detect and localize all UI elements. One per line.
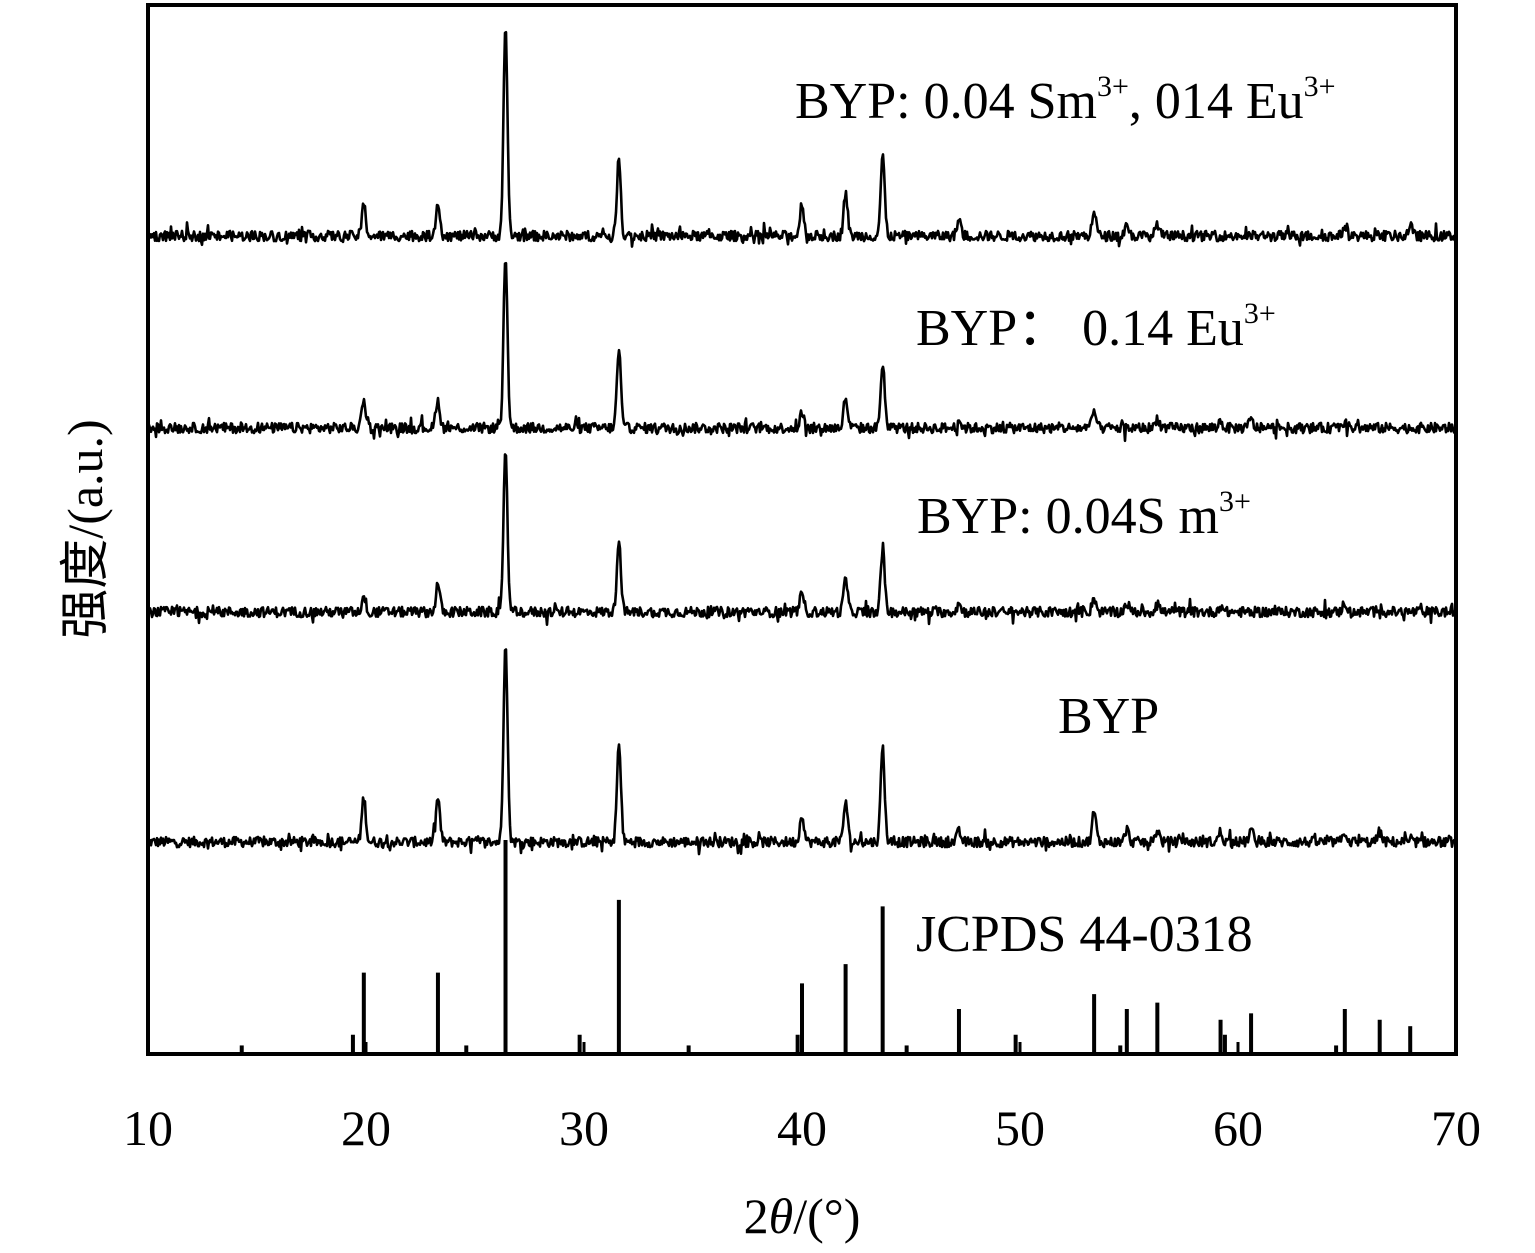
- x-tick-label: 70: [1431, 1100, 1481, 1156]
- plot-frame: [146, 3, 1458, 1056]
- x-axis-title: 2θ/(°): [744, 1188, 861, 1244]
- x-tick-label: 50: [995, 1100, 1045, 1156]
- x-tick-label: 30: [559, 1100, 609, 1156]
- xrd-traces: [146, 30, 1458, 856]
- series-label-eu: BYP： 0.14 Eu3+: [916, 297, 1276, 357]
- series-label-sm-eu: BYP: 0.04 Sm3+, 014 Eu3+: [795, 70, 1336, 130]
- xrd-trace-sm-eu: [146, 30, 1458, 248]
- x-tick-label: 60: [1213, 1100, 1263, 1156]
- x-tick-label: 40: [777, 1100, 827, 1156]
- reference-label: JCPDS 44-0318: [916, 906, 1253, 963]
- y-axis-title: 强度/(a.u.): [57, 419, 113, 638]
- xrd-trace-byp: [147, 648, 1458, 856]
- series-label-byp: BYP: [1058, 688, 1159, 745]
- x-tick-label: 20: [341, 1100, 391, 1156]
- x-axis-ticks: 10 20 30 40 50 60 70: [123, 1042, 1481, 1156]
- series-label-sm: BYP: 0.04S m3+: [917, 485, 1251, 545]
- xrd-trace-eu: [146, 261, 1458, 443]
- xrd-trace-sm: [146, 453, 1458, 626]
- x-tick-label: 10: [123, 1100, 173, 1156]
